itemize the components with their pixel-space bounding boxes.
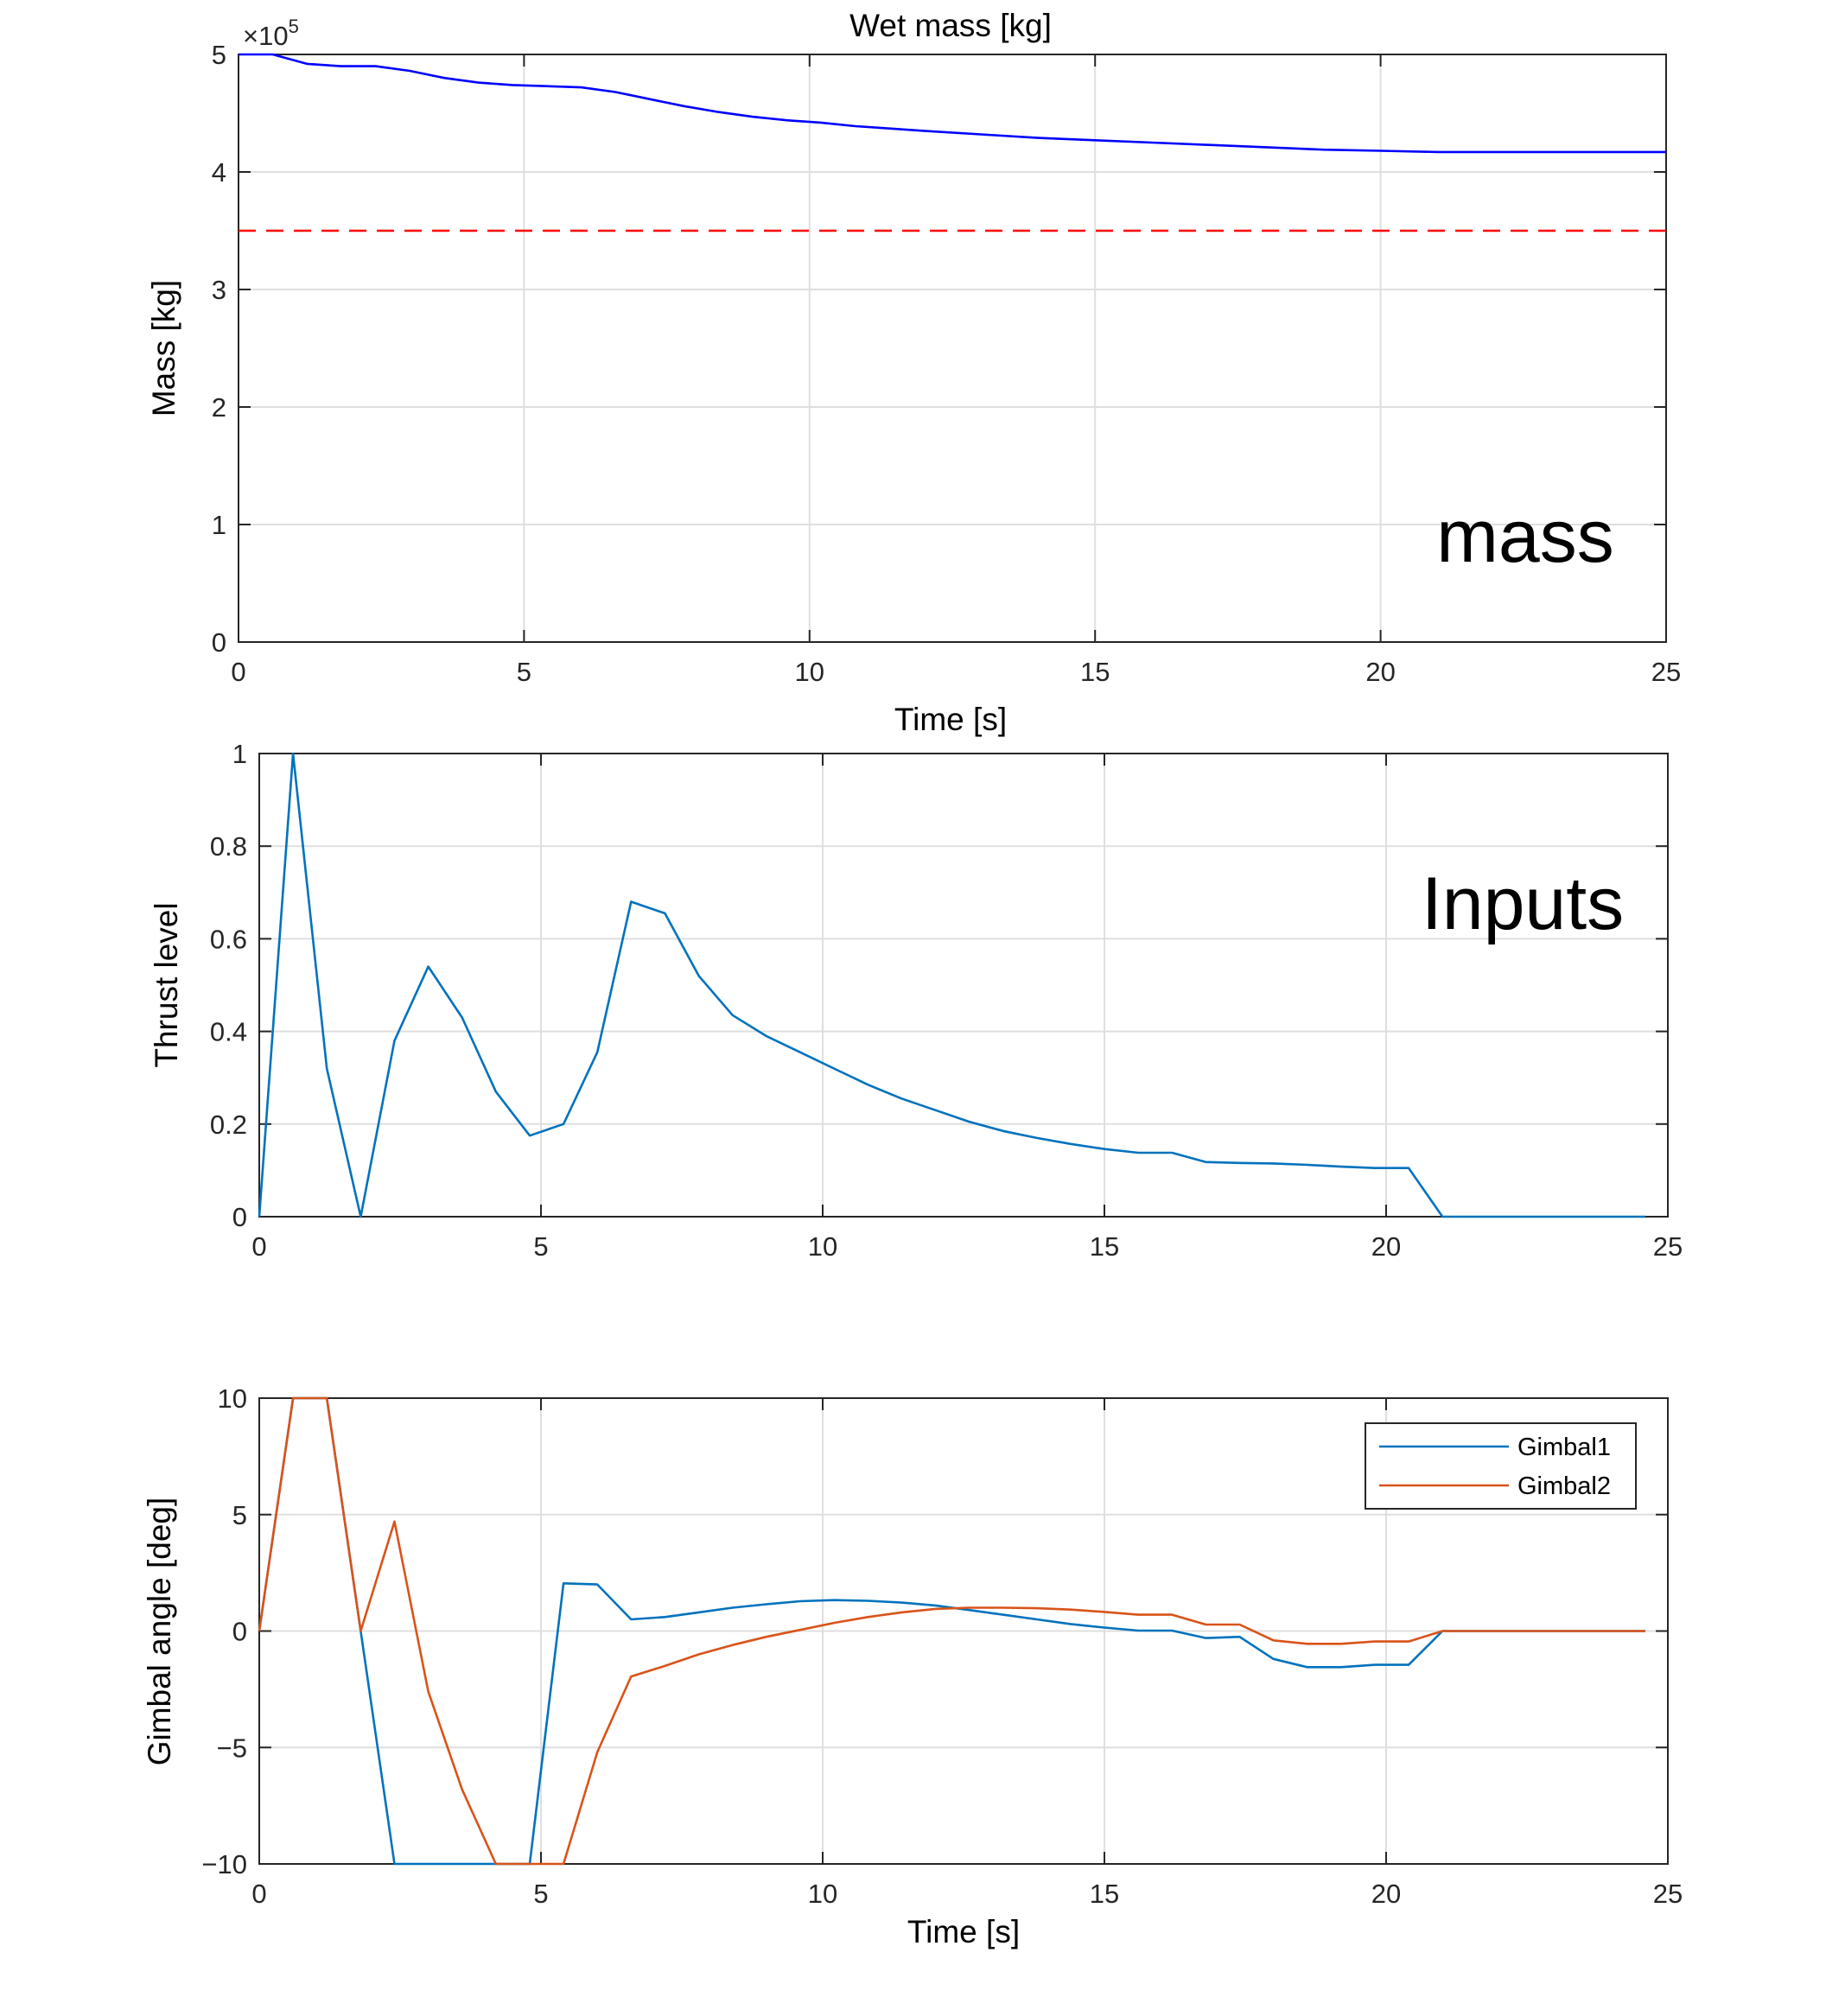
- x-tick-label: 25: [1651, 657, 1681, 687]
- legend-entry-gimbal1: Gimbal1: [1517, 1434, 1611, 1461]
- x-tick-label: 10: [808, 1231, 837, 1262]
- y-tick-label: −5: [217, 1733, 247, 1763]
- y-tick-label: 1: [232, 739, 247, 769]
- x-tick-label: 0: [251, 1231, 266, 1262]
- annotation-mass: mass: [1436, 495, 1613, 578]
- x-tick-label: 0: [231, 657, 245, 687]
- x-tick-label: 15: [1080, 657, 1110, 687]
- annotation-inputs: Inputs: [1422, 862, 1624, 945]
- y-axis-label: Gimbal angle [deg]: [142, 1498, 177, 1766]
- y-exponent-label: ×105: [243, 16, 299, 51]
- chart-title: Wet mass [kg]: [849, 8, 1052, 43]
- y-tick-label: 3: [212, 275, 226, 305]
- x-tick-label: 20: [1371, 1879, 1401, 1909]
- y-axis-label: Thrust level: [149, 902, 184, 1067]
- y-tick-label: 5: [212, 40, 226, 70]
- legend-box: [1365, 1422, 1637, 1510]
- y-tick-label: 4: [212, 157, 226, 188]
- y-tick-label: 5: [232, 1500, 247, 1530]
- y-tick-label: 0.2: [210, 1110, 247, 1140]
- x-tick-label: 10: [808, 1879, 837, 1909]
- y-tick-label: 0.6: [210, 924, 247, 954]
- x-tick-label: 5: [533, 1231, 548, 1262]
- y-tick-label: 0: [232, 1202, 247, 1232]
- x-tick-label: 15: [1090, 1231, 1119, 1262]
- y-axis-label: Mass [kg]: [146, 280, 181, 417]
- y-tick-label: −10: [201, 1849, 247, 1879]
- chart-3: 0 5 10 15 20 25 −10 −5 0 5 10 Time [s] Gimbal angle …: [142, 1383, 1683, 1949]
- x-axis-label: Time [s]: [907, 1914, 1020, 1949]
- y-tick-label: 0.4: [210, 1017, 247, 1047]
- axes-box: [258, 753, 1669, 1218]
- y-tick-label: 10: [218, 1383, 247, 1414]
- legend: Gimbal1 Gimbal2: [1365, 1422, 1637, 1510]
- y-tick-label: 0: [212, 627, 226, 658]
- series-line-1: [239, 53, 1666, 154]
- series-line-gimbal1: [258, 1396, 1645, 1866]
- axes-box: [238, 54, 1667, 643]
- x-tick-label: 5: [517, 657, 531, 687]
- legend-entry-gimbal2: Gimbal2: [1517, 1472, 1611, 1500]
- x-tick-label: 20: [1365, 657, 1395, 687]
- x-tick-label: 15: [1090, 1879, 1119, 1909]
- x-axis-label: Time [s]: [894, 702, 1007, 737]
- y-tick-label: 2: [212, 392, 226, 423]
- x-tick-label: 5: [533, 1879, 548, 1909]
- x-tick-label: 25: [1653, 1879, 1683, 1909]
- x-tick-label: 20: [1371, 1231, 1401, 1262]
- series-line-1: [258, 752, 1645, 1218]
- y-tick-label: 0: [232, 1617, 247, 1647]
- x-tick-label: 0: [251, 1879, 266, 1909]
- y-tick-label: 1: [212, 510, 226, 540]
- chart-2: 0 5 10 15 20 25 0 0.2 0.4 0.6 0.8 1 Thrust level Inpu…: [149, 739, 1683, 1262]
- x-tick-label: 10: [795, 657, 824, 687]
- series-line-gimbal2: [258, 1396, 1645, 1866]
- chart-1: 0 5 10 15 20 25 0 1 2 3 4 5 ×105 Wet mass [kg] Time [s…: [146, 8, 1681, 737]
- x-tick-label: 25: [1653, 1231, 1683, 1262]
- y-tick-label: 0.8: [210, 831, 247, 862]
